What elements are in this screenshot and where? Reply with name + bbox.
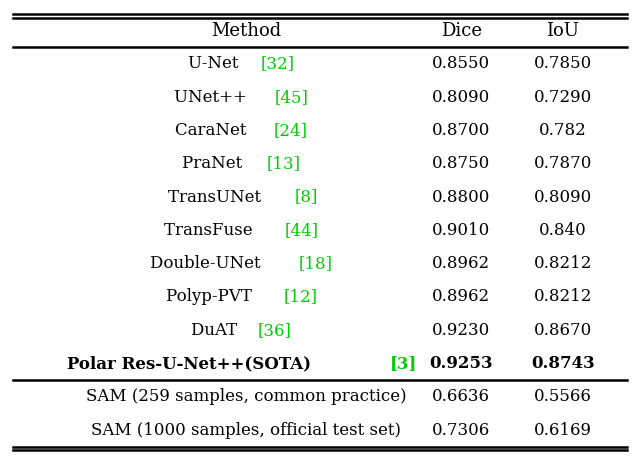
Text: 0.9230: 0.9230	[432, 322, 490, 339]
Text: [3]: [3]	[390, 355, 417, 372]
Text: 0.6169: 0.6169	[534, 422, 592, 439]
Text: SAM (1000 samples, official test set): SAM (1000 samples, official test set)	[92, 422, 401, 439]
Text: 0.8212: 0.8212	[534, 255, 592, 272]
Text: [24]: [24]	[274, 122, 308, 139]
Text: DuAT: DuAT	[191, 322, 243, 339]
Text: CaraNet: CaraNet	[175, 122, 252, 139]
Text: 0.8212: 0.8212	[534, 288, 592, 305]
Text: [8]: [8]	[294, 189, 318, 206]
Text: 0.9010: 0.9010	[432, 222, 490, 239]
Text: 0.840: 0.840	[539, 222, 587, 239]
Text: [12]: [12]	[283, 288, 317, 305]
Text: Polar Res-U-Net++(SOTA): Polar Res-U-Net++(SOTA)	[67, 355, 317, 372]
Text: [45]: [45]	[275, 89, 308, 106]
Text: [36]: [36]	[257, 322, 291, 339]
Text: TransUNet: TransUNet	[168, 189, 266, 206]
Text: 0.7870: 0.7870	[534, 155, 592, 172]
Text: 0.5566: 0.5566	[534, 388, 591, 405]
Text: 0.8700: 0.8700	[432, 122, 490, 139]
Text: UNet++: UNet++	[174, 89, 252, 106]
Text: 0.8743: 0.8743	[531, 355, 595, 372]
Text: 0.8750: 0.8750	[432, 155, 490, 172]
Text: 0.8090: 0.8090	[534, 189, 592, 206]
Text: IoU: IoU	[546, 21, 579, 40]
Text: [18]: [18]	[299, 255, 333, 272]
Text: [44]: [44]	[285, 222, 319, 239]
Text: [32]: [32]	[260, 55, 294, 72]
Text: 0.8670: 0.8670	[534, 322, 592, 339]
Text: 0.8962: 0.8962	[432, 288, 490, 305]
Text: 0.7850: 0.7850	[534, 55, 592, 72]
Text: 0.7290: 0.7290	[534, 89, 592, 106]
Text: Method: Method	[211, 21, 282, 40]
Text: PraNet: PraNet	[182, 155, 248, 172]
Text: [13]: [13]	[267, 155, 301, 172]
Text: SAM (259 samples, common practice): SAM (259 samples, common practice)	[86, 388, 406, 405]
Text: 0.7306: 0.7306	[432, 422, 490, 439]
Text: 0.9253: 0.9253	[429, 355, 493, 372]
Text: 0.6636: 0.6636	[432, 388, 490, 405]
Text: TransFuse: TransFuse	[164, 222, 258, 239]
Text: Polyp-PVT: Polyp-PVT	[166, 288, 257, 305]
Text: 0.8962: 0.8962	[432, 255, 490, 272]
Text: Double-UNet: Double-UNet	[150, 255, 266, 272]
Text: Dice: Dice	[441, 21, 482, 40]
Text: 0.8550: 0.8550	[432, 55, 490, 72]
Text: U-Net: U-Net	[188, 55, 244, 72]
Text: 0.782: 0.782	[539, 122, 587, 139]
Text: 0.8090: 0.8090	[432, 89, 490, 106]
Text: 0.8800: 0.8800	[432, 189, 490, 206]
